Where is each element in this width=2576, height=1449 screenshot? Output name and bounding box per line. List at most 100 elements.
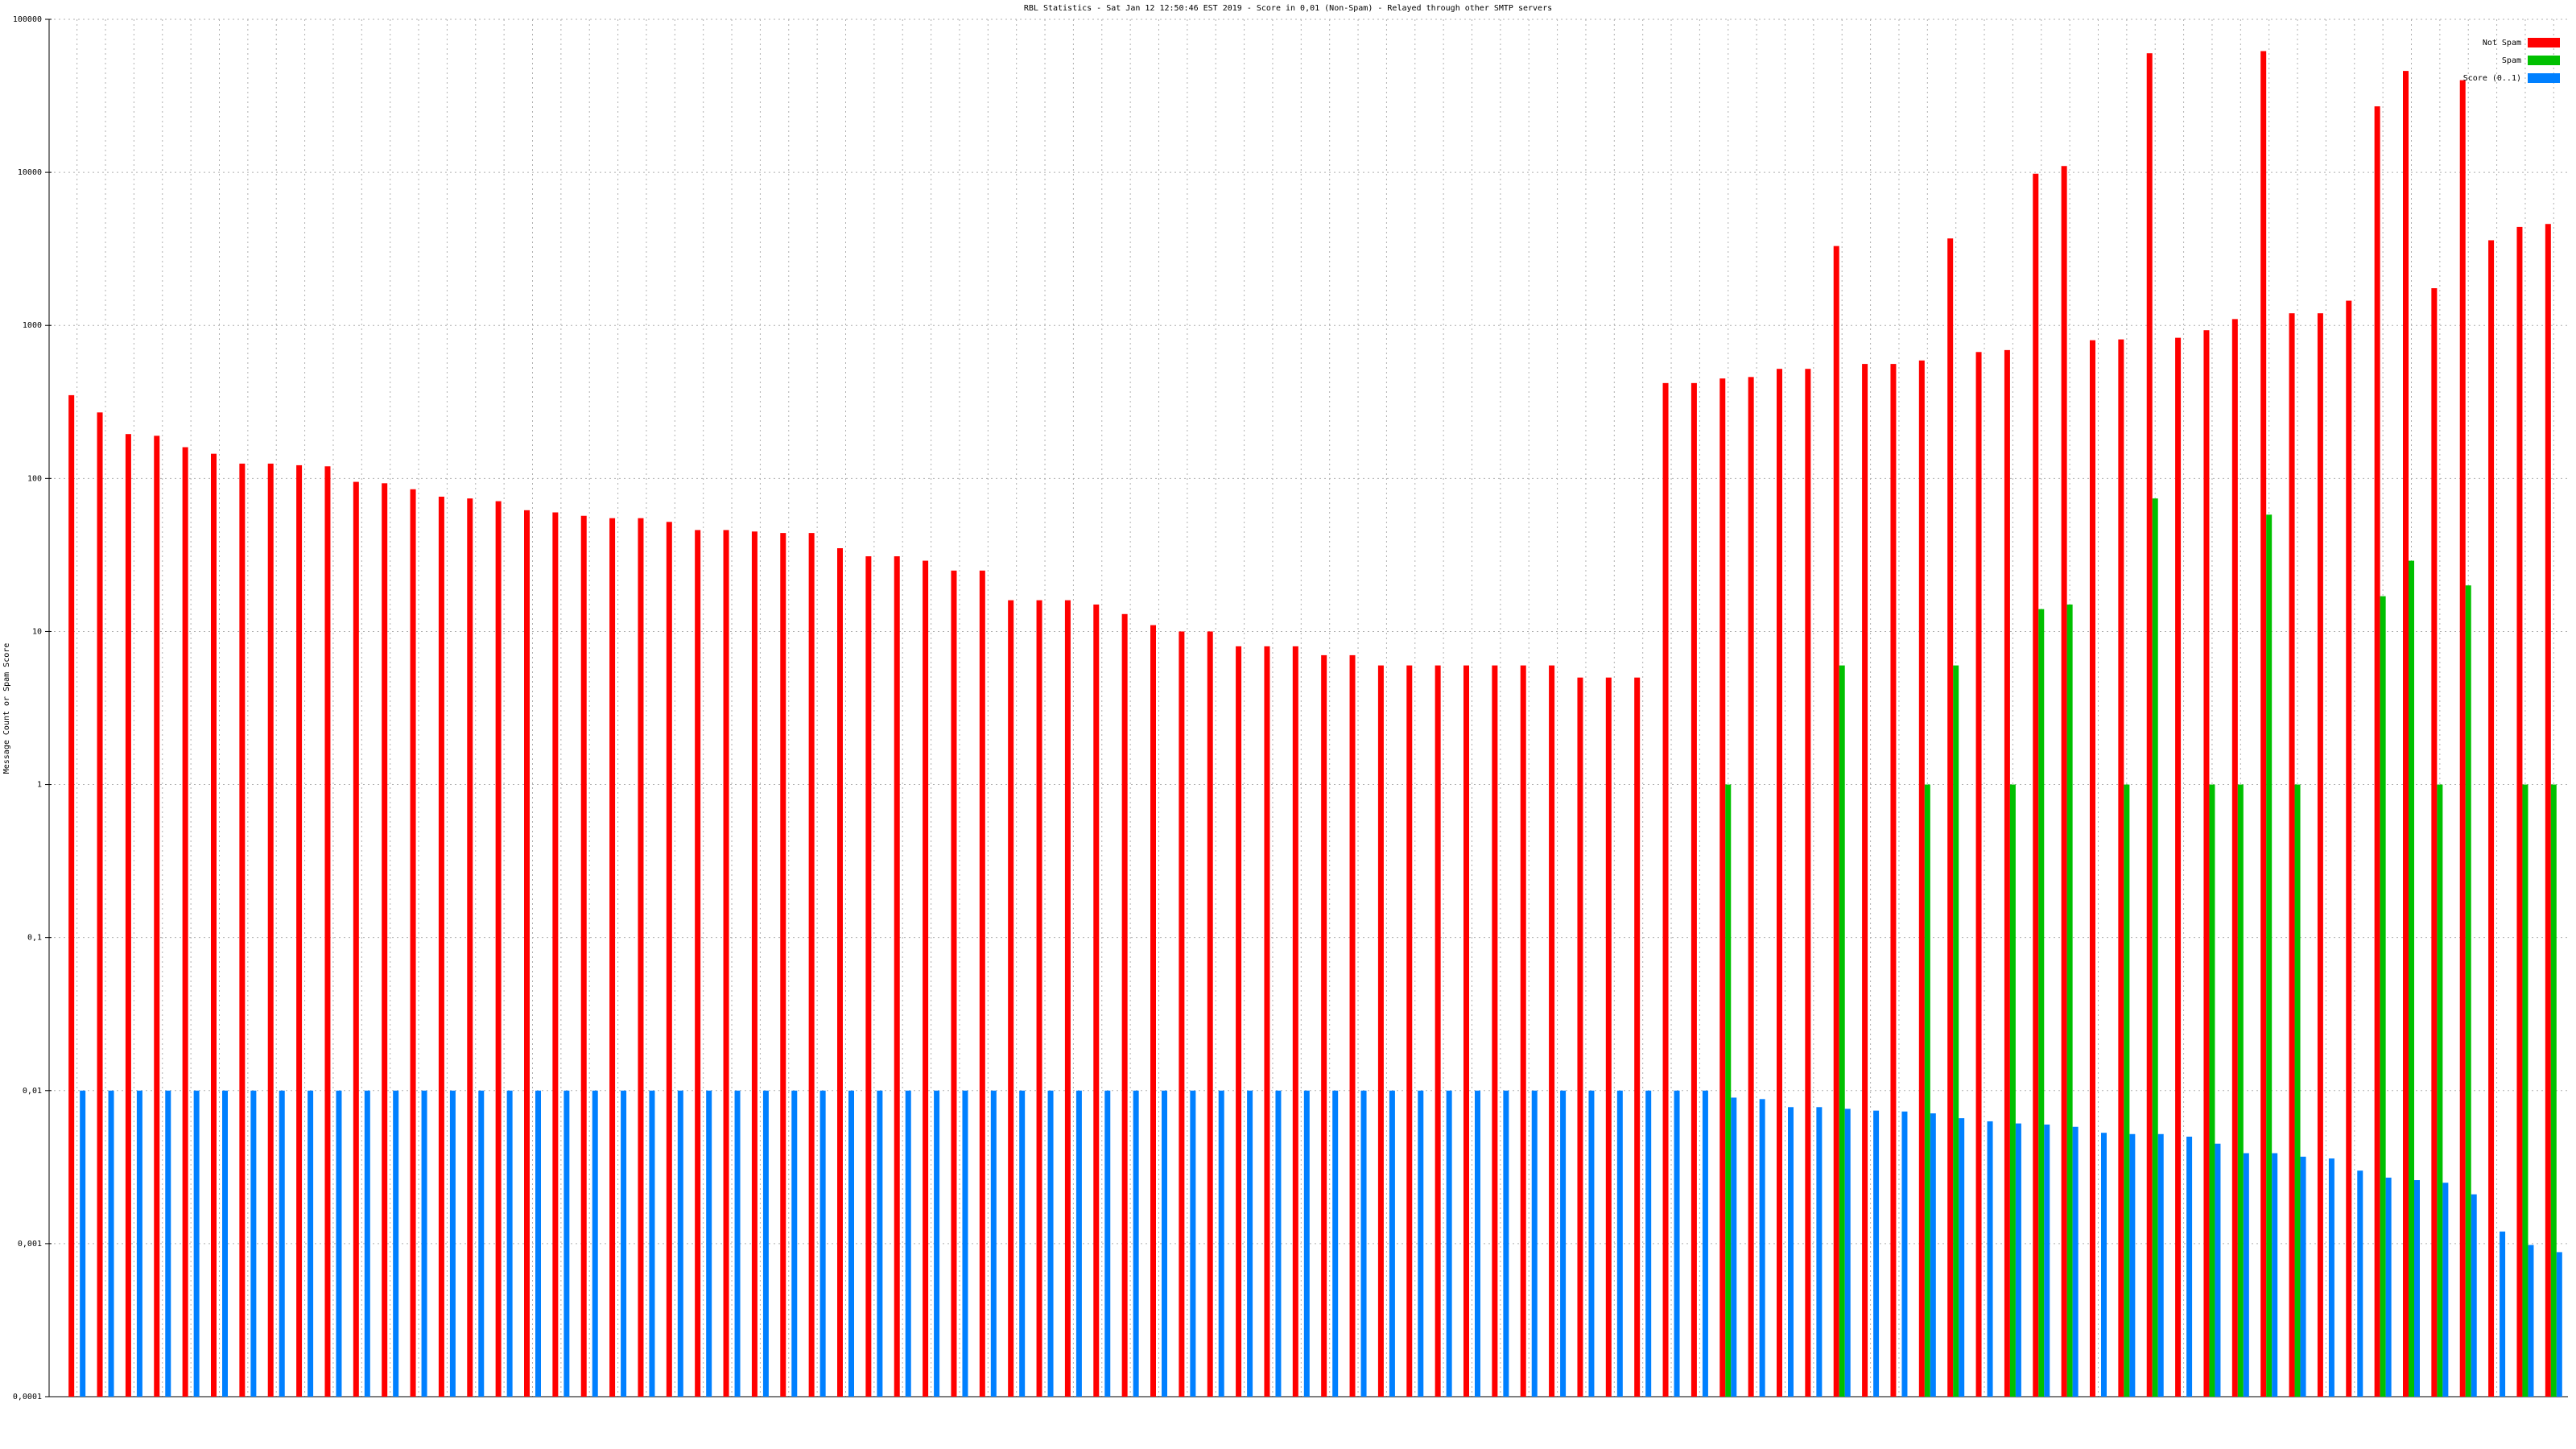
- bar: [506, 1090, 513, 1397]
- bar: [1207, 631, 1213, 1397]
- bar: [780, 533, 786, 1397]
- bar: [421, 1090, 427, 1397]
- bar: [2090, 340, 2095, 1397]
- bar: [2403, 71, 2409, 1397]
- bar: [609, 518, 616, 1397]
- bar: [364, 1090, 370, 1397]
- bar: [154, 436, 160, 1397]
- bar: [990, 1090, 997, 1397]
- bar: [2243, 1153, 2249, 1397]
- bar: [211, 453, 217, 1397]
- bar: [1605, 677, 1612, 1397]
- bar: [1805, 369, 1811, 1397]
- bar: [1389, 1090, 1395, 1397]
- y-tick-label: 1000: [23, 321, 42, 330]
- bar: [1725, 784, 1732, 1397]
- bar: [1719, 378, 1726, 1397]
- bar: [1292, 646, 1298, 1397]
- bar: [108, 1090, 114, 1397]
- bar: [1303, 1090, 1310, 1397]
- bar: [2009, 784, 2016, 1397]
- bar: [677, 1090, 683, 1397]
- y-axis-label: Message Count or Spam Score: [2, 643, 11, 774]
- y-tick-label: 10: [32, 627, 42, 636]
- bar: [1947, 238, 1954, 1397]
- bar: [1731, 1097, 1737, 1397]
- bar: [1987, 1121, 1993, 1397]
- bar: [1690, 382, 1697, 1397]
- bar: [1475, 1090, 1480, 1397]
- bar: [2215, 1143, 2221, 1397]
- bar: [2414, 1179, 2420, 1397]
- bar: [1901, 1111, 1908, 1397]
- bar: [2550, 784, 2557, 1397]
- bar: [1788, 1107, 1794, 1397]
- bar: [165, 1090, 171, 1397]
- bar: [495, 501, 502, 1397]
- legend-swatch: [2528, 73, 2560, 83]
- bar: [353, 481, 359, 1397]
- bar: [2266, 514, 2273, 1397]
- bar: [524, 510, 530, 1397]
- bar: [552, 512, 559, 1397]
- bar: [1959, 1118, 1965, 1397]
- bar: [2374, 106, 2380, 1397]
- bar: [393, 1090, 399, 1397]
- bar: [1047, 1090, 1054, 1397]
- y-tick-label: 100000: [13, 15, 42, 24]
- bar: [2101, 1133, 2107, 1397]
- bar: [2260, 51, 2267, 1397]
- bar: [2129, 1133, 2136, 1397]
- bar: [621, 1090, 627, 1397]
- bar: [2300, 1156, 2306, 1397]
- bar: [1862, 364, 1868, 1397]
- bar: [1332, 1090, 1339, 1397]
- bar: [1008, 600, 1014, 1397]
- bar: [2152, 498, 2158, 1397]
- bar: [1520, 665, 1526, 1397]
- bar: [1104, 1090, 1111, 1397]
- bar: [182, 447, 188, 1397]
- bar: [723, 530, 729, 1397]
- bar: [2209, 784, 2215, 1397]
- y-tick-label: 100: [27, 474, 42, 483]
- bar: [1275, 1090, 1282, 1397]
- bar: [1377, 665, 1384, 1397]
- y-tick-label: 0,001: [18, 1240, 42, 1249]
- bar: [2186, 1137, 2193, 1397]
- bar: [2072, 1126, 2079, 1397]
- bar: [1844, 1108, 1851, 1397]
- bar: [962, 1090, 968, 1397]
- bar: [2038, 609, 2045, 1397]
- bar: [1702, 1090, 1708, 1397]
- bar: [848, 1090, 854, 1397]
- bar: [2522, 784, 2529, 1397]
- bar: [2471, 1194, 2477, 1397]
- bar: [923, 560, 929, 1397]
- bar: [1531, 1090, 1538, 1397]
- bar: [2409, 560, 2414, 1397]
- bar: [296, 464, 303, 1397]
- bar: [2545, 224, 2551, 1397]
- bar: [1662, 382, 1669, 1397]
- bar: [837, 548, 843, 1397]
- legend-swatch: [2528, 38, 2560, 47]
- bar: [2516, 226, 2523, 1397]
- bar: [1873, 1110, 1880, 1397]
- bar: [1674, 1090, 1680, 1397]
- bar: [535, 1090, 541, 1397]
- bar: [1588, 1090, 1595, 1397]
- bar: [2289, 313, 2295, 1397]
- bar: [336, 1090, 342, 1397]
- bar: [1446, 1090, 1452, 1397]
- bar: [808, 533, 815, 1397]
- bar: [2500, 1231, 2506, 1397]
- bar: [2437, 784, 2443, 1397]
- bar: [706, 1090, 712, 1397]
- bar: [193, 1090, 200, 1397]
- bar: [2044, 1124, 2050, 1397]
- bar: [2528, 1245, 2534, 1397]
- bar: [695, 530, 701, 1397]
- bar: [449, 1090, 456, 1397]
